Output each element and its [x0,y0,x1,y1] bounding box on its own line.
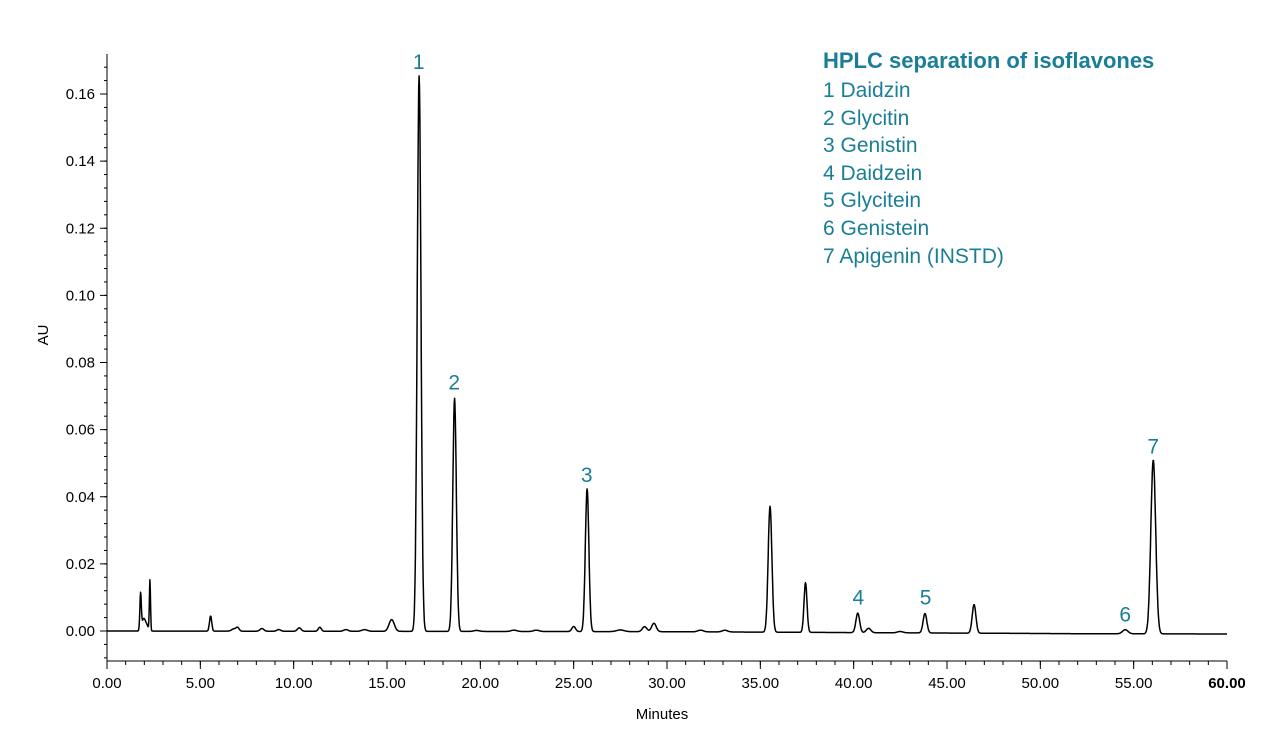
y-tick-label: 0.06 [66,422,95,439]
x-tick-label: 10.00 [275,675,313,692]
x-tick-label: 15.00 [368,675,406,692]
x-tick-label: 20.00 [462,675,500,692]
x-tick-label: 30.00 [648,675,686,692]
x-tick-label: 50.00 [1022,675,1060,692]
peak-label: 1 [413,51,425,74]
y-tick-label: 0.02 [66,556,95,573]
x-tick-label: 0.00 [92,675,121,692]
chromatogram-trace [106,75,1228,635]
x-tick-label: 45.00 [928,675,966,692]
y-tick-label: 0.00 [66,623,95,640]
y-tick-label: 0.08 [66,355,95,372]
y-tick-label: 0.04 [66,489,95,506]
legend: HPLC separation of isoflavones 1 Daidzin… [823,48,1154,268]
legend-item: 4 Daidzein [823,162,922,185]
x-tick-label: 5.00 [186,675,215,692]
chart-title: HPLC separation of isoflavones [823,48,1154,73]
y-tick-label: 0.14 [66,153,95,170]
peak-label: 3 [581,464,593,487]
y-axis-title: AU [35,325,52,346]
y-tick-label: 0.10 [66,287,95,304]
peak-label: 2 [448,372,460,395]
peak-labels: 1 2 3 4 5 6 7 [413,51,1159,626]
y-tick-label: 0.12 [66,220,95,237]
x-tick-label: 40.00 [835,675,873,692]
x-tick-label: 60.00 [1208,675,1246,692]
legend-item: 2 Glycitin [823,107,909,130]
peak-label: 6 [1119,603,1131,626]
x-tick-label: 55.00 [1115,675,1153,692]
y-tick-label: 0.16 [66,86,95,103]
x-axis-title: Minutes [636,706,689,723]
axes [106,54,1227,662]
legend-item: 7 Apigenin (INSTD) [823,245,1004,268]
legend-item: 6 Genistein [823,217,929,240]
x-tick-label: 35.00 [742,675,780,692]
peak-label: 5 [920,587,932,610]
x-tick-label: 25.00 [555,675,593,692]
legend-item: 5 Glycitein [823,189,921,212]
legend-item: 1 Daidzin [823,79,911,102]
ticks: 0.00 0.02 0.04 0.06 0.08 0.10 0.12 0.14 0.16 0.00… [66,66,1246,692]
peak-label: 4 [852,587,864,610]
legend-item: 3 Genistin [823,134,918,157]
peak-label: 7 [1147,436,1159,459]
